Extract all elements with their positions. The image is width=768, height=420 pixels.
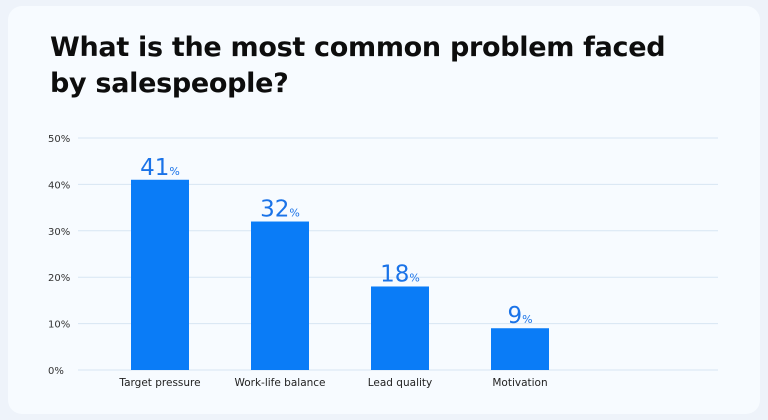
value-label: 32% bbox=[260, 197, 300, 223]
y-tick-label: 10% bbox=[48, 320, 70, 331]
bar bbox=[131, 179, 189, 370]
y-tick-label: 40% bbox=[48, 180, 70, 191]
value-number: 18 bbox=[380, 261, 409, 287]
value-number: 9 bbox=[507, 303, 522, 329]
value-percent-sign: % bbox=[409, 271, 419, 284]
y-tick-label: 0% bbox=[48, 366, 64, 377]
value-number: 32 bbox=[260, 197, 289, 223]
value-percent-sign: % bbox=[522, 313, 532, 326]
value-percent-sign: % bbox=[289, 207, 299, 220]
value-label: 18% bbox=[380, 261, 420, 287]
y-tick-label: 50% bbox=[48, 134, 70, 145]
bar bbox=[371, 286, 429, 370]
bar bbox=[251, 221, 309, 370]
value-label: 41% bbox=[140, 155, 180, 181]
x-tick-label: Motivation bbox=[492, 377, 547, 389]
x-tick-label: Work-life balance bbox=[234, 377, 325, 389]
bar bbox=[491, 328, 549, 370]
y-tick-label: 30% bbox=[48, 227, 70, 238]
x-tick-label: Lead quality bbox=[368, 377, 432, 389]
y-tick-label: 20% bbox=[48, 273, 70, 284]
value-label: 9% bbox=[507, 303, 532, 329]
value-number: 41 bbox=[140, 155, 169, 181]
value-percent-sign: % bbox=[169, 165, 179, 178]
chart-title: What is the most common problem faced by… bbox=[50, 32, 666, 99]
x-tick-label: Target pressure bbox=[118, 377, 200, 389]
